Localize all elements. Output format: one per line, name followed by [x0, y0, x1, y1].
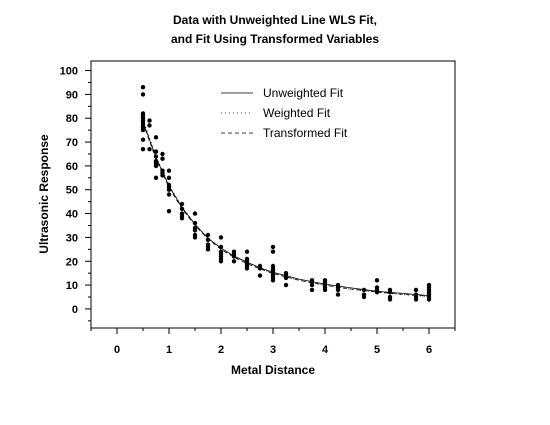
- data-point: [283, 275, 289, 281]
- data-point: [160, 173, 165, 178]
- data-point: [140, 92, 146, 97]
- data-point: [140, 137, 146, 142]
- y-tick-label: 10: [66, 280, 78, 292]
- data-point: [270, 278, 276, 283]
- y-tick-label: 30: [66, 232, 78, 244]
- y-tick-label: 70: [66, 137, 78, 149]
- y-axis-label: Ultrasonic Response: [37, 134, 51, 254]
- data-point: [153, 154, 159, 159]
- data-point: [140, 85, 146, 90]
- data-point: [140, 127, 146, 133]
- data-point: [205, 232, 211, 238]
- chart-title-line-1: Data with Unweighted Line WLS Fit,: [173, 13, 377, 27]
- data-point: [361, 287, 367, 293]
- data-point: [160, 151, 165, 157]
- data-point: [205, 247, 211, 252]
- y-tick-label: 20: [66, 256, 78, 268]
- x-axis-label: Metal Distance: [231, 363, 315, 377]
- data-point: [244, 249, 250, 254]
- data-point: [192, 228, 198, 233]
- data-point: [270, 249, 276, 254]
- data-point: [231, 259, 237, 264]
- data-point: [153, 175, 159, 180]
- data-point: [387, 297, 393, 302]
- data-point: [361, 294, 367, 300]
- data-point: [147, 147, 152, 152]
- data-point: [179, 206, 185, 211]
- data-point: [166, 192, 172, 197]
- chart-title-line-2: and Fit Using Transformed Variables: [171, 32, 379, 46]
- data-point: [153, 163, 159, 169]
- data-point: [413, 287, 419, 293]
- data-point: [426, 297, 432, 302]
- data-point: [166, 168, 172, 173]
- x-tick-label: 3: [270, 344, 276, 356]
- y-tick-label: 90: [66, 89, 78, 101]
- y-tick-label: 0: [72, 304, 78, 316]
- data-point: [166, 175, 172, 180]
- fit-line-unweighted-fit: [142, 121, 430, 296]
- data-point: [244, 266, 250, 271]
- data-point: [192, 211, 198, 216]
- legend-label-unweighted: Unweighted Fit: [263, 86, 344, 100]
- data-point: [231, 254, 237, 259]
- data-point: [218, 259, 224, 264]
- y-tick-label: 100: [60, 66, 78, 78]
- data-point: [283, 282, 289, 288]
- legend-label-transformed: Transformed Fit: [263, 126, 348, 140]
- y-tick-label: 40: [66, 209, 78, 221]
- data-point: [140, 147, 146, 152]
- x-tick-label: 2: [218, 344, 224, 356]
- y-tick-label: 60: [66, 161, 78, 173]
- data-point: [147, 123, 152, 128]
- x-tick-label: 6: [426, 344, 432, 356]
- data-point: [153, 135, 159, 140]
- data-point: [147, 118, 152, 123]
- fit-line-weighted-fit: [142, 119, 430, 297]
- data-point: [179, 216, 185, 221]
- data-point: [192, 220, 198, 226]
- data-point: [270, 244, 276, 250]
- data-point: [374, 278, 380, 283]
- fit-curves: [142, 119, 430, 297]
- x-tick-label: 4: [322, 344, 329, 356]
- data-point: [218, 244, 224, 250]
- x-tick-label: 1: [166, 344, 172, 356]
- data-point: [257, 266, 263, 271]
- data-point: [374, 290, 380, 295]
- plot-frame: [90, 60, 456, 329]
- data-point: [218, 235, 224, 240]
- data-point: [309, 282, 315, 288]
- fit-line-transformed-fit: [142, 122, 430, 297]
- data-point: [335, 287, 341, 293]
- data-point: [205, 237, 211, 242]
- data-points: [140, 85, 432, 302]
- data-point: [153, 149, 159, 154]
- legend-label-weighted: Weighted Fit: [263, 106, 331, 120]
- data-point: [322, 287, 328, 293]
- x-tick-label: 0: [114, 344, 120, 356]
- data-point: [192, 235, 198, 240]
- data-point: [179, 201, 185, 207]
- data-point: [413, 297, 419, 302]
- data-point: [166, 209, 172, 214]
- data-point: [335, 292, 341, 297]
- y-tick-label: 80: [66, 113, 78, 125]
- y-tick-label: 50: [66, 185, 78, 197]
- data-point: [309, 287, 315, 293]
- data-point: [257, 273, 263, 278]
- data-point: [166, 187, 172, 192]
- x-tick-label: 5: [374, 344, 380, 356]
- legend: Unweighted Fit Weighted Fit Transformed …: [221, 86, 348, 140]
- data-point: [387, 290, 393, 295]
- data-point: [160, 156, 165, 161]
